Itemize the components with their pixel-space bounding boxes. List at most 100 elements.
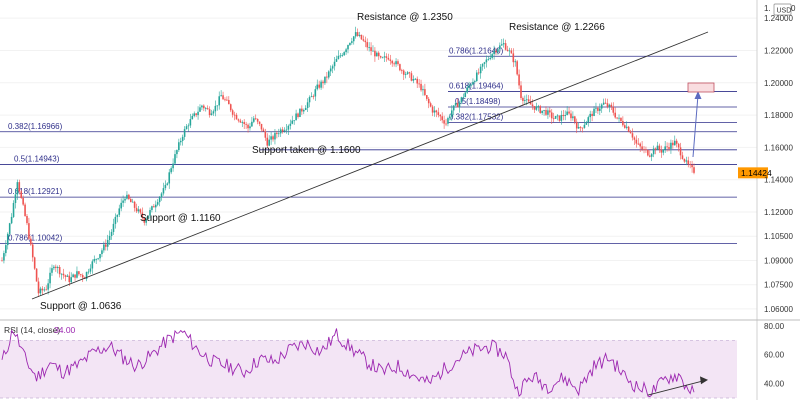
candle-body <box>151 206 153 211</box>
candle-body <box>187 125 190 127</box>
price-axis[interactable]: 1. USD 0 1.14424 1.24000 1.22000 1.20000 1.… <box>738 0 796 400</box>
candle-body <box>652 148 655 155</box>
candle-body <box>143 217 146 223</box>
candle-body <box>679 147 682 156</box>
candle-body <box>68 275 71 283</box>
candle-body <box>639 143 641 147</box>
candle-body <box>420 83 422 91</box>
candle-body <box>566 111 568 116</box>
candle-body <box>387 57 390 60</box>
candle-body <box>197 111 199 116</box>
candle-body <box>308 97 311 103</box>
candle-body <box>483 62 486 64</box>
candle-body <box>174 154 176 164</box>
candle-body <box>554 116 557 119</box>
candle-body <box>247 124 249 129</box>
candle-body <box>533 106 536 110</box>
candle-body <box>218 96 221 106</box>
price-axis-top-label: 1. <box>764 4 771 13</box>
candle-body <box>258 121 261 124</box>
candle-body <box>210 113 213 116</box>
candle-body <box>5 245 7 254</box>
candle-body <box>397 61 399 65</box>
candle-body <box>356 32 359 36</box>
candle-body <box>101 250 103 255</box>
candle-body <box>89 268 92 272</box>
candle-body <box>168 172 171 184</box>
candle-body <box>673 140 676 146</box>
candle-body <box>399 64 401 71</box>
candle-body <box>610 104 613 107</box>
candle-body <box>447 118 449 124</box>
candle-body <box>477 72 480 74</box>
candle-body <box>560 114 563 121</box>
candle-body <box>693 167 695 173</box>
candle-body <box>541 110 543 114</box>
candle-body <box>206 108 209 110</box>
candle-body <box>631 133 634 138</box>
candle-body <box>579 126 582 128</box>
candle-body <box>466 87 468 93</box>
candle-body <box>241 122 244 123</box>
candle-body <box>468 85 470 88</box>
candle-body <box>441 116 443 121</box>
candle-body <box>595 107 597 109</box>
candle-body <box>118 208 121 215</box>
candle-body <box>664 146 666 150</box>
candle-body <box>670 142 672 149</box>
candle-body <box>8 223 11 234</box>
candle-body <box>304 108 307 110</box>
rsi-tick-label: 60.00 <box>764 351 785 360</box>
candle-body <box>643 149 645 151</box>
candle-body <box>589 113 591 118</box>
candle-body <box>141 212 144 218</box>
candle-body <box>522 98 524 101</box>
candle-body <box>262 129 265 132</box>
candle-body <box>270 136 272 140</box>
candle-body <box>24 204 26 217</box>
candle-body <box>627 126 630 132</box>
candle-body <box>203 105 205 109</box>
annotation-resistance-2: Resistance @ 1.2266 <box>509 22 605 33</box>
candle-body <box>689 164 691 166</box>
candle-body <box>320 81 322 88</box>
candle-body <box>493 50 495 55</box>
candle-body <box>635 139 638 144</box>
candle-body <box>239 120 242 123</box>
candle-body <box>599 108 601 111</box>
annotation-support-1: Support @ 1.1160 <box>140 213 221 224</box>
candle-body <box>287 125 290 130</box>
candle-body <box>424 89 426 96</box>
candle-body <box>600 104 603 109</box>
candle-body <box>337 55 340 59</box>
candle-body <box>379 56 382 58</box>
candle-body <box>381 57 384 59</box>
candle-body <box>103 244 105 251</box>
candle-body <box>276 132 278 134</box>
ascending-trendline <box>31 31 709 300</box>
candle-body <box>552 118 555 120</box>
annotations: Resistance @ 1.2350 Resistance @ 1.2266 … <box>40 12 605 312</box>
candle-body <box>345 49 347 53</box>
candle-body <box>489 57 492 59</box>
candles <box>1 26 695 297</box>
currency-label: USD <box>777 8 792 15</box>
candle-body <box>43 289 46 291</box>
candle-body <box>214 105 217 112</box>
candle-body <box>612 106 615 113</box>
candle-body <box>449 116 451 119</box>
candle-body <box>114 216 117 224</box>
candle-body <box>189 119 192 126</box>
candle-body <box>49 272 51 284</box>
rsi-trendline <box>647 380 705 396</box>
candle-body <box>404 74 407 75</box>
candle-body <box>291 120 294 124</box>
candle-body <box>537 106 540 107</box>
grid-lines <box>0 17 757 310</box>
candle-body <box>55 266 57 268</box>
candle-body <box>20 191 23 198</box>
candle-body <box>39 288 42 294</box>
candle-body <box>687 160 690 165</box>
candle-body <box>201 105 203 108</box>
